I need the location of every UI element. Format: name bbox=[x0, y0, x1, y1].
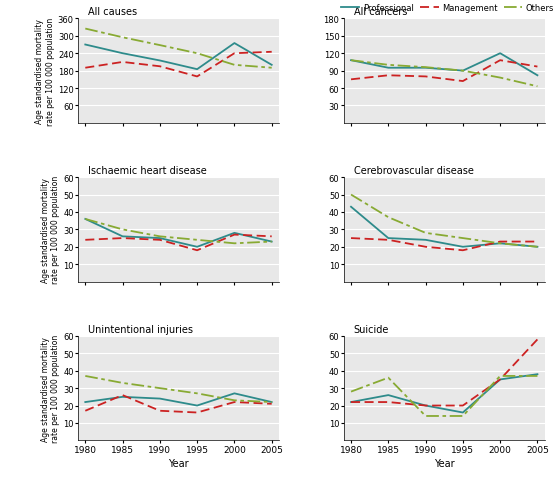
Text: Unintentional injuries: Unintentional injuries bbox=[88, 324, 193, 334]
Text: Ischaemic heart disease: Ischaemic heart disease bbox=[88, 166, 207, 176]
X-axis label: Year: Year bbox=[168, 458, 189, 468]
Y-axis label: Age standardised mortality
rate per 100 000 population: Age standardised mortality rate per 100 … bbox=[41, 176, 60, 284]
Text: All cancers: All cancers bbox=[354, 7, 407, 17]
Y-axis label: Age standardised mortality
rate per 100 000 population: Age standardised mortality rate per 100 … bbox=[36, 17, 55, 125]
Text: Cerebrovascular disease: Cerebrovascular disease bbox=[354, 166, 474, 176]
Text: All causes: All causes bbox=[88, 7, 137, 17]
Text: Suicide: Suicide bbox=[354, 324, 389, 334]
Y-axis label: Age standardised mortality
rate per 100 000 population: Age standardised mortality rate per 100 … bbox=[41, 334, 60, 442]
Legend: Professional, Management, Others: Professional, Management, Others bbox=[337, 0, 556, 16]
X-axis label: Year: Year bbox=[434, 458, 455, 468]
